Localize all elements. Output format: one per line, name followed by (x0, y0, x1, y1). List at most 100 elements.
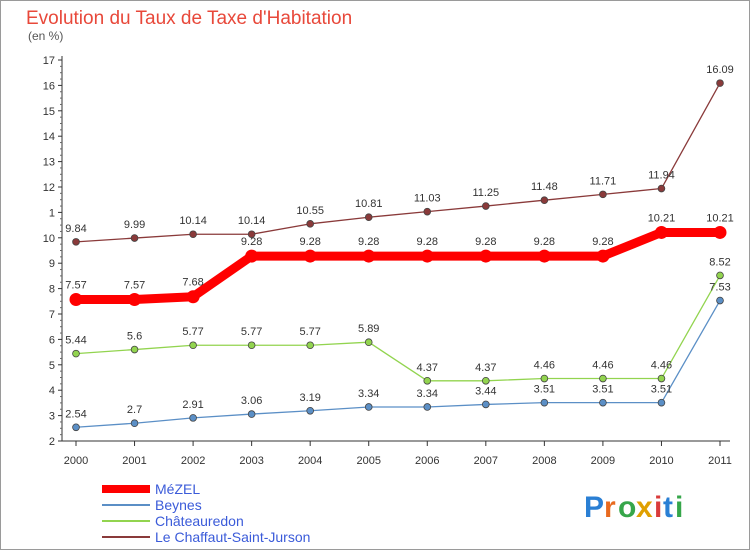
data-labels: 9.84 9.99 10.14 10.14 10.55 10.81 11.03 11.25 11… (65, 64, 733, 420)
chart-subtitle: (en %) (28, 29, 63, 43)
y-tick-label: 9 (49, 258, 55, 270)
y-tick-label: 5 (49, 360, 55, 372)
x-tick-label: 2001 (122, 455, 146, 467)
data-label: 9.84 (65, 223, 86, 235)
data-label: 9.99 (124, 219, 145, 231)
data-point (72, 423, 80, 432)
data-label: 10.14 (238, 215, 266, 227)
data-point (364, 338, 373, 346)
x-tick-label: 2011 (708, 455, 732, 467)
data-point (130, 419, 139, 428)
data-label: 5.77 (241, 326, 262, 338)
data-label: 10.14 (179, 215, 207, 227)
y-tick-label: 1 (49, 207, 55, 219)
data-point (303, 249, 317, 263)
data-point (245, 249, 259, 263)
data-label: 11.25 (472, 187, 499, 199)
data-label: 7.53 (709, 282, 730, 294)
logo-letter: r (604, 491, 616, 524)
data-point (657, 398, 666, 407)
y-tick-label: 12 (43, 182, 55, 194)
data-point (72, 238, 80, 246)
x-tick-label: 2002 (181, 455, 205, 467)
y-tick-label: 8 (49, 284, 55, 296)
data-label: 5.77 (299, 326, 320, 338)
logo-letter: i (675, 491, 683, 524)
data-point (420, 249, 434, 263)
y-tick-label: 2 (49, 436, 55, 448)
data-point (596, 249, 610, 263)
data-label: 9.28 (417, 236, 438, 248)
data-label: 5.6 (127, 331, 142, 343)
y-tick-label: 3 (49, 411, 55, 423)
y-tick-label: 14 (43, 131, 55, 143)
x-tick-label: 2000 (64, 455, 88, 467)
series-line-1 (75, 300, 721, 428)
data-point (306, 220, 314, 228)
data-point (654, 225, 668, 239)
data-point (247, 341, 256, 350)
data-label: 3.34 (358, 388, 379, 400)
data-point (69, 293, 83, 307)
x-tick-label: 2005 (356, 455, 380, 467)
data-point (306, 406, 314, 415)
data-point (537, 249, 551, 263)
data-label: 4.37 (417, 362, 438, 374)
data-label: 4.46 (592, 360, 613, 372)
data-point (716, 271, 724, 280)
legend-label: Beynes (155, 497, 202, 513)
data-label: 9.28 (534, 236, 555, 248)
x-tick-label: 2010 (649, 455, 673, 467)
y-tick-label: 10 (43, 233, 55, 245)
data-label: 9.28 (299, 236, 320, 248)
data-point (130, 345, 139, 354)
series-line-0 (76, 227, 720, 305)
data-label: 11.94 (648, 170, 675, 182)
logo-letter: t (663, 491, 673, 524)
series-line-2 (75, 275, 721, 382)
data-point (189, 414, 197, 422)
data-point (482, 400, 490, 409)
data-point (540, 398, 549, 407)
series-line-3 (75, 82, 721, 243)
data-point (364, 213, 373, 222)
data-label: 8.52 (709, 256, 730, 268)
x-tick-label: 2008 (532, 455, 556, 467)
data-label: 9.28 (358, 236, 379, 248)
x-tick-label: 2003 (239, 455, 263, 467)
data-point (657, 184, 666, 193)
data-label: 2.7 (127, 404, 142, 416)
y-tick-label: 16 (43, 80, 55, 92)
data-label: 5.44 (65, 335, 86, 347)
data-label: 11.03 (414, 193, 441, 205)
data-point (713, 225, 727, 239)
logo-letter: x (636, 491, 653, 524)
series-layer (69, 79, 727, 432)
data-point (540, 374, 549, 383)
data-label: 10.55 (296, 205, 324, 217)
y-tick-label: 7 (49, 309, 55, 321)
data-label: 9.28 (475, 236, 496, 248)
data-point (599, 398, 607, 407)
data-label: 11.71 (590, 175, 617, 187)
logo-letter: P (584, 491, 604, 524)
data-label: 2.54 (65, 408, 86, 420)
data-point (189, 341, 197, 350)
data-label: 4.46 (534, 360, 555, 372)
data-point (247, 230, 256, 239)
data-label: 3.19 (299, 392, 320, 404)
data-point (479, 249, 493, 263)
logo-letter: i (654, 491, 662, 524)
x-tick-label: 2004 (298, 455, 322, 467)
x-tick-label: 2006 (415, 455, 439, 467)
data-label: 7.68 (182, 277, 203, 289)
data-point (306, 341, 314, 350)
y-tick-label: 15 (43, 106, 55, 118)
data-label: 10.81 (355, 198, 383, 210)
data-label: 10.21 (648, 212, 676, 224)
data-point (247, 410, 256, 418)
data-label: 3.51 (592, 384, 613, 396)
data-label: 3.51 (534, 384, 555, 396)
